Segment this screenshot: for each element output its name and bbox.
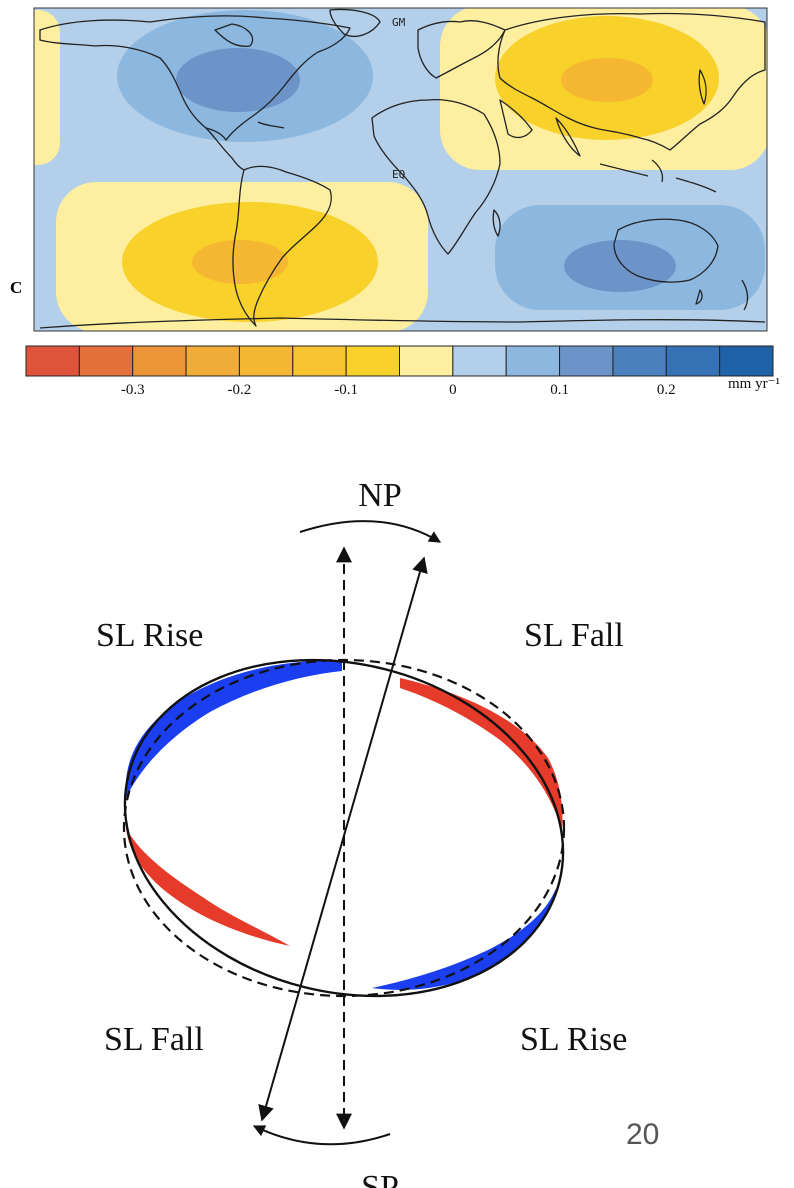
colorbar: -0.3 -0.2 -0.1 0 0.1 0.2 mm yr⁻¹ [25, 345, 780, 398]
colorbar-tick-label: -0.1 [334, 382, 358, 398]
positive-anomaly-north-america [117, 10, 373, 142]
page-number: 20 [626, 1118, 660, 1151]
colorbar-cells [25, 345, 774, 377]
equator-label: EQ [392, 168, 405, 181]
south-pole-label: SP [361, 1169, 399, 1188]
colorbar-cell [132, 345, 187, 377]
colorbar-cell [612, 345, 667, 377]
colorbar-cell [505, 345, 561, 377]
colorbar-cell [559, 345, 614, 377]
positive-anomaly-australia [495, 205, 765, 310]
tilt-diagram: NP SP SL Rise SL Fall SL Fall SL Rise [96, 477, 627, 1188]
panel-label: C [10, 278, 23, 297]
colorbar-tick-label: -0.3 [121, 382, 145, 398]
negative-anomaly-west-edge [34, 10, 60, 165]
map-frame [33, 7, 768, 332]
colorbar-cell [665, 345, 721, 377]
greenwich-label: GM [392, 16, 406, 29]
colorbar-tick-label: 0.1 [550, 382, 569, 398]
colorbar-unit: mm yr⁻¹ [728, 376, 780, 392]
colorbar-cell [185, 345, 240, 377]
colorbar-tick-label: -0.2 [228, 382, 252, 398]
colorbar-cell [452, 345, 507, 377]
lower-right-label: SL Rise [520, 1021, 627, 1058]
north-pole-label: NP [358, 477, 401, 514]
sl-rise-region-upper-left [125, 660, 342, 798]
colorbar-cell [78, 345, 134, 377]
colorbar-cell [238, 345, 294, 377]
colorbar-cell [292, 345, 347, 377]
colorbar-tick-label: 0 [449, 382, 457, 398]
colorbar-cell [399, 345, 454, 377]
coastlines [39, 8, 766, 329]
tilted-axis [258, 556, 428, 1122]
north-rotation-arrow [299, 520, 442, 543]
sl-fall-region-upper-right [400, 678, 563, 830]
colorbar-cell [719, 345, 774, 377]
colorbar-tick-label: 0.2 [657, 382, 676, 398]
colorbar-cell [25, 345, 80, 377]
colorbar-ticks: -0.3 -0.2 -0.1 0 0.1 0.2 [121, 382, 676, 398]
colorbar-cell [345, 345, 400, 377]
negative-anomaly-asia [440, 8, 767, 170]
upper-right-label: SL Fall [524, 617, 624, 654]
sea-level-map: GM EQ [33, 7, 768, 332]
lower-left-label: SL Fall [104, 1021, 204, 1058]
upper-left-label: SL Rise [96, 617, 203, 654]
negative-anomaly-south-america [56, 182, 428, 331]
south-rotation-arrow [252, 1125, 391, 1146]
